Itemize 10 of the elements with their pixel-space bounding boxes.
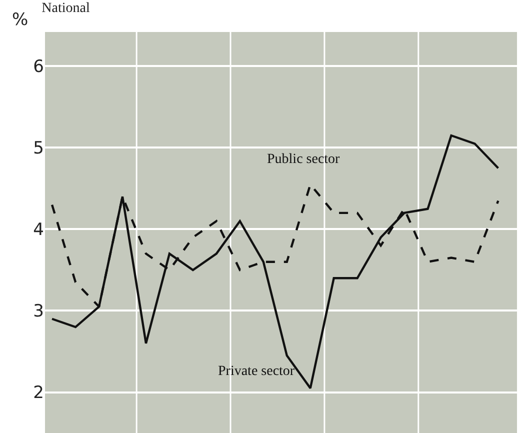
chart-title: National: [42, 0, 90, 16]
y-tick-label: 6: [33, 57, 44, 78]
line-series: [50, 134, 500, 390]
y-tick-label: 3: [33, 302, 44, 322]
y-tick-label: 5: [33, 138, 44, 159]
y-tick-label: 2: [33, 383, 44, 404]
series-label: Public sector: [267, 152, 340, 167]
y-tick-label: 4: [33, 220, 44, 240]
series-label: Private sector: [218, 364, 295, 379]
y-axis-title: %: [12, 10, 28, 30]
